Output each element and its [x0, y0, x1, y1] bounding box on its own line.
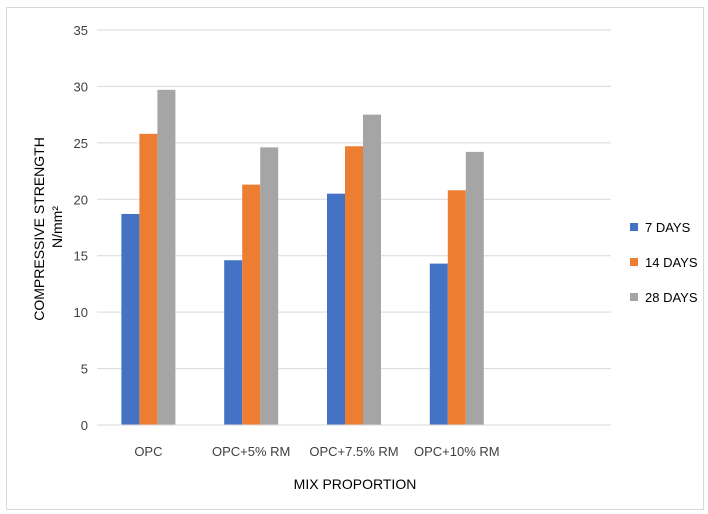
y-axis-title-line-2: N/mm²	[49, 206, 65, 248]
bar-7-days	[327, 193, 345, 425]
y-axis-title: COMPRESSIVE STRENGTH N/mm²	[31, 133, 65, 320]
y-tick-label: 5	[81, 362, 88, 377]
y-tick-label: 30	[74, 79, 88, 94]
bar-14-days	[345, 146, 363, 425]
y-tick-label: 15	[74, 249, 88, 264]
x-tick-label: OPC+7.5% RM	[309, 444, 398, 459]
y-axis-title-line-1: COMPRESSIVE STRENGTH	[31, 137, 47, 321]
bar-7-days	[224, 260, 243, 425]
y-tick-label: 10	[74, 305, 88, 320]
bar-28-days	[157, 89, 176, 426]
bar-14-days	[447, 190, 466, 425]
bar-28-days	[363, 114, 381, 426]
bar-7-days	[429, 263, 448, 425]
y-tick-label: 0	[81, 418, 88, 433]
legend-swatch	[630, 223, 638, 231]
bar-28-days	[260, 147, 279, 425]
bars	[121, 89, 484, 426]
x-tick-label: OPC	[134, 444, 162, 459]
bar-28-days	[465, 151, 484, 425]
legend-swatch	[630, 293, 638, 301]
legend-swatch	[630, 258, 638, 266]
y-axis-ticks: 0 5 10 15 20 25 30 35	[74, 23, 88, 433]
x-axis-ticks: OPC OPC+5% RM OPC+7.5% RM OPC+10% RM	[134, 444, 499, 459]
gridlines	[97, 29, 611, 370]
y-tick-label: 35	[74, 23, 88, 38]
bar-14-days	[242, 184, 261, 425]
x-axis-title: MIX PROPORTION	[294, 476, 417, 492]
legend-label: 28 DAYS	[645, 290, 698, 305]
y-tick-label: 25	[74, 136, 88, 151]
legend-label: 14 DAYS	[645, 255, 698, 270]
y-tick-label: 20	[74, 192, 88, 207]
bar-14-days	[139, 133, 158, 426]
legend: 7 DAYS 14 DAYS 28 DAYS	[630, 220, 698, 305]
legend-label: 7 DAYS	[645, 220, 691, 235]
x-tick-label: OPC+5% RM	[212, 444, 290, 459]
bar-7-days	[121, 213, 140, 425]
x-tick-label: OPC+10% RM	[414, 444, 500, 459]
